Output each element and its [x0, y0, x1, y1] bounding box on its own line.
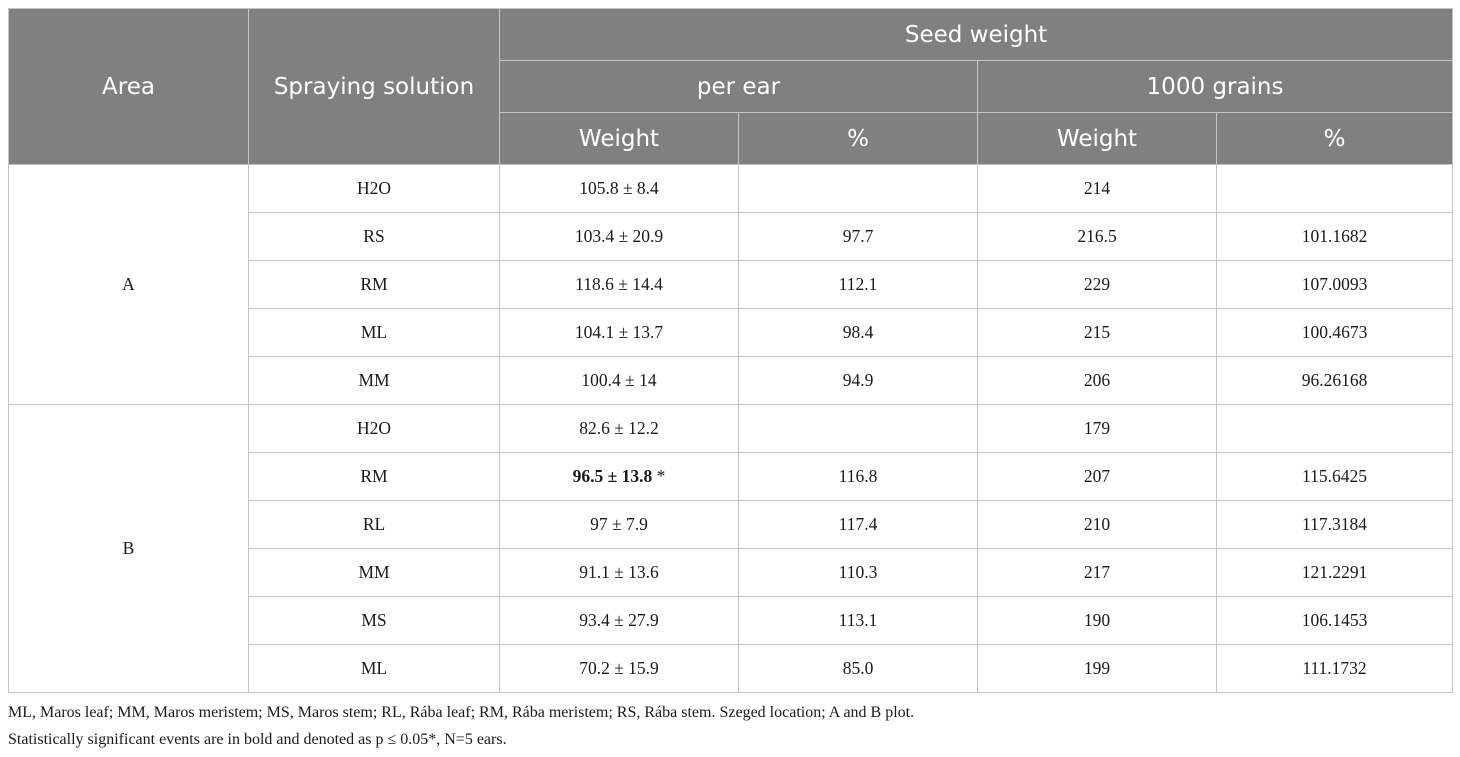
table-row: RM 96.5 ± 13.8 * 116.8 207 115.6425 — [9, 452, 1454, 501]
grain-weight-cell: 207 — [977, 452, 1217, 501]
grain-weight-cell: 217 — [977, 548, 1217, 597]
ear-weight-cell: 70.2 ± 15.9 — [499, 644, 739, 693]
header-grain-weight: Weight — [977, 112, 1217, 165]
grain-percent-cell: 111.1732 — [1215, 644, 1454, 693]
solution-cell: H2O — [248, 404, 500, 453]
header-row-3: Weight % Weight % — [9, 112, 1454, 165]
grain-weight-cell: 179 — [977, 404, 1217, 453]
header-ear-percent: % — [738, 112, 978, 165]
ear-weight-cell: 104.1 ± 13.7 — [499, 308, 739, 357]
header-per-ear: per ear — [499, 60, 978, 113]
ear-weight-cell: 100.4 ± 14 — [499, 356, 739, 405]
grain-percent-cell: 115.6425 — [1215, 452, 1454, 501]
grain-percent-cell: 106.1453 — [1215, 596, 1454, 645]
grain-percent-cell: 107.0093 — [1215, 260, 1454, 309]
grain-weight-cell: 214 — [977, 164, 1217, 213]
table-body: A H2O 105.8 ± 8.4 214 RS 103.4 ± 20.9 97… — [8, 164, 1454, 693]
ear-weight-cell: 82.6 ± 12.2 — [499, 404, 739, 453]
area-cell: B — [8, 404, 249, 693]
solution-cell: MM — [248, 548, 500, 597]
solution-cell: ML — [248, 308, 500, 357]
table-row: A H2O 105.8 ± 8.4 214 — [8, 164, 1454, 405]
solution-cell: MS — [248, 596, 500, 645]
table-row: B H2O 82.6 ± 12.2 179 — [8, 404, 1454, 693]
ear-weight-cell: 118.6 ± 14.4 — [499, 260, 739, 309]
ear-weight-cell: 93.4 ± 27.9 — [499, 596, 739, 645]
solution-cell: MM — [248, 356, 500, 405]
grain-weight-cell: 215 — [977, 308, 1217, 357]
solution-cell: RM — [248, 260, 500, 309]
grain-weight-cell: 216.5 — [977, 212, 1217, 261]
ear-weight-cell: 97 ± 7.9 — [499, 500, 739, 549]
ear-percent-cell — [738, 404, 978, 453]
footnote-significance: Statistically significant events are in … — [8, 731, 507, 748]
table-row: RL 97 ± 7.9 117.4 210 117.3184 — [9, 500, 1454, 549]
grain-percent-cell: 100.4673 — [1215, 308, 1454, 357]
grain-weight-cell: 199 — [977, 644, 1217, 693]
grain-percent-cell: 101.1682 — [1215, 212, 1454, 261]
grain-percent-cell — [1215, 404, 1454, 453]
ear-weight-cell-significant: 96.5 ± 13.8 * — [499, 452, 739, 501]
grain-weight-cell: 229 — [977, 260, 1217, 309]
header-area: Area — [8, 8, 249, 165]
grain-weight-cell: 206 — [977, 356, 1217, 405]
ear-weight-cell: 103.4 ± 20.9 — [499, 212, 739, 261]
table-header: Area Spraying solution Seed weight per e… — [8, 8, 1454, 165]
table-row: RM 118.6 ± 14.4 112.1 229 107.0093 — [9, 260, 1454, 309]
footnote-abbreviations: ML, Maros leaf; MM, Maros meristem; MS, … — [8, 704, 915, 721]
header-ear-weight: Weight — [499, 112, 739, 165]
header-seed-weight: Seed weight — [498, 8, 1454, 61]
solution-cell: RL — [248, 500, 500, 549]
table-row: ML 104.1 ± 13.7 98.4 215 100.4673 — [9, 308, 1454, 357]
ear-percent-cell: 110.3 — [738, 548, 978, 597]
area-cell: A — [8, 164, 249, 405]
ear-percent-cell: 94.9 — [738, 356, 978, 405]
table-row: MS 93.4 ± 27.9 113.1 190 106.1453 — [9, 596, 1454, 645]
grain-percent-cell: 117.3184 — [1215, 500, 1454, 549]
grain-percent-cell: 96.26168 — [1215, 356, 1454, 405]
table-row: MM 100.4 ± 14 94.9 206 96.26168 — [9, 356, 1454, 405]
ear-percent-cell — [738, 164, 978, 213]
grain-weight-cell: 210 — [977, 500, 1217, 549]
header-row-2: per ear 1000 grains — [9, 60, 1454, 113]
ear-percent-cell: 116.8 — [738, 452, 978, 501]
table-row: MM 91.1 ± 13.6 110.3 217 121.2291 — [9, 548, 1454, 597]
solution-cell: H2O — [248, 164, 500, 213]
table-row: ML 70.2 ± 15.9 85.0 199 111.1732 — [9, 644, 1454, 693]
ear-weight-cell: 105.8 ± 8.4 — [499, 164, 739, 213]
ear-percent-cell: 98.4 — [738, 308, 978, 357]
grain-weight-cell: 190 — [977, 596, 1217, 645]
seed-weight-table: Area Spraying solution Seed weight per e… — [8, 8, 1454, 693]
header-1000-grains: 1000 grains — [976, 60, 1454, 113]
solution-cell: ML — [248, 644, 500, 693]
grain-percent-cell — [1215, 164, 1454, 213]
ear-weight-cell: 91.1 ± 13.6 — [499, 548, 739, 597]
grain-percent-cell: 121.2291 — [1215, 548, 1454, 597]
header-row-1: Area Spraying solution Seed weight — [8, 8, 1454, 165]
significance-mark: * — [656, 466, 666, 486]
ear-weight-value: 96.5 ± 13.8 — [572, 466, 653, 486]
ear-percent-cell: 85.0 — [738, 644, 978, 693]
ear-percent-cell: 113.1 — [738, 596, 978, 645]
solution-cell: RM — [248, 452, 500, 501]
solution-cell: RS — [248, 212, 500, 261]
header-spraying-solution: Spraying solution — [248, 8, 500, 165]
ear-percent-cell: 97.7 — [738, 212, 978, 261]
header-grain-percent: % — [1215, 112, 1454, 165]
ear-percent-cell: 112.1 — [738, 260, 978, 309]
ear-percent-cell: 117.4 — [738, 500, 978, 549]
